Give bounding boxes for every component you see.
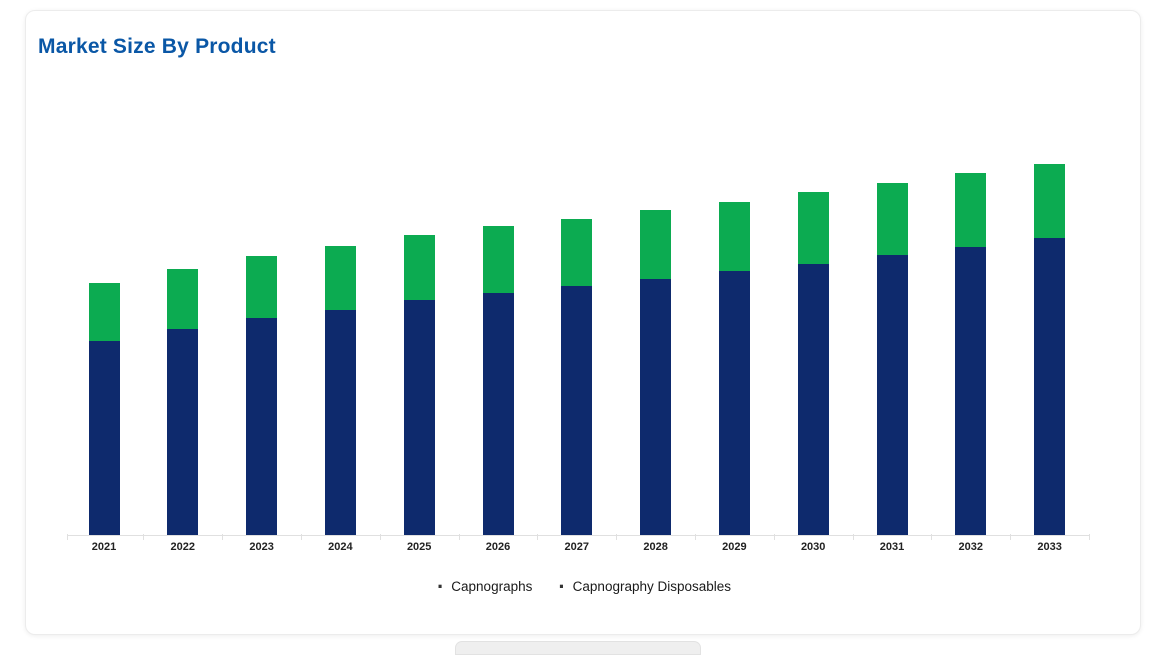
- bar-capnography-disposables-2028[interactable]: [640, 210, 672, 279]
- bar-capnographs-2023[interactable]: [246, 318, 278, 535]
- x-axis-label-2028: 2028: [643, 541, 668, 553]
- x-axis-label-2029: 2029: [722, 541, 747, 553]
- bar-capnographs-2024[interactable]: [324, 310, 356, 535]
- x-axis-tick: [301, 534, 302, 540]
- bar-capnography-disposables-2031[interactable]: [876, 183, 908, 255]
- legend-bullet-icon: ·: [558, 573, 566, 599]
- x-axis-tick: [67, 534, 68, 540]
- legend-label: Capnographs: [451, 579, 533, 594]
- bar-capnographs-2033[interactable]: [1034, 238, 1066, 535]
- x-axis-label-2031: 2031: [879, 541, 905, 553]
- x-axis-tick: [222, 534, 224, 540]
- x-axis-label-2032: 2032: [958, 541, 984, 553]
- bar-capnographs-2032[interactable]: [955, 247, 987, 535]
- bar-capnographs-2029[interactable]: [718, 271, 750, 535]
- legend-label: Capnography Disposables: [572, 579, 732, 594]
- x-axis-tick: [695, 534, 696, 540]
- legend-item-capnographs[interactable]: · Capnographs: [436, 573, 533, 599]
- chart-card: Market Size By Product 2021 2022 2023 2024 2…: [25, 10, 1141, 635]
- x-axis-tick: [1089, 534, 1090, 540]
- x-axis-label-2021: 2021: [91, 541, 117, 553]
- bar-capnographs-2026[interactable]: [482, 293, 514, 535]
- chart-legend: · Capnographs · Capnography Disposables: [26, 573, 1142, 599]
- bar-capnographs-2030[interactable]: [797, 264, 829, 535]
- bar-capnography-disposables-2030[interactable]: [797, 192, 829, 264]
- bar-capnographs-2028[interactable]: [640, 279, 672, 535]
- bar-capnography-disposables-2032[interactable]: [955, 173, 987, 247]
- x-axis-tick: [616, 534, 618, 540]
- x-axis-label-2033: 2033: [1037, 541, 1062, 553]
- x-axis-label-2030: 2030: [800, 541, 826, 553]
- bar-capnography-disposables-2023[interactable]: [246, 256, 278, 318]
- x-axis-tick: [379, 534, 381, 540]
- bar-capnography-disposables-2026[interactable]: [482, 226, 514, 293]
- bar-capnography-disposables-2027[interactable]: [561, 219, 593, 286]
- bar-capnography-disposables-2029[interactable]: [718, 202, 750, 271]
- x-axis-tick: [852, 534, 854, 540]
- x-axis-label-2025: 2025: [406, 541, 432, 553]
- x-axis-tick: [143, 534, 145, 540]
- bar-capnographs-2031[interactable]: [876, 255, 908, 535]
- legend-item-capnography-disposables[interactable]: · Capnography Disposables: [558, 573, 732, 599]
- x-axis-tick: [773, 534, 775, 540]
- x-axis-tick: [537, 534, 539, 540]
- bar-capnography-disposables-2022[interactable]: [167, 269, 199, 329]
- x-axis-label-2024: 2024: [328, 541, 353, 553]
- bar-capnography-disposables-2021[interactable]: [88, 283, 120, 341]
- stacked-bar-plot: 2021 2022 2023 2024 2025 2026 2027 2028 2029 2030…: [26, 11, 1142, 636]
- x-axis-tick: [458, 534, 460, 540]
- chart-title: Market Size By Product: [38, 35, 276, 58]
- x-axis-label-2023: 2023: [249, 541, 274, 553]
- bar-capnography-disposables-2033[interactable]: [1034, 164, 1066, 238]
- bar-capnography-disposables-2025[interactable]: [403, 235, 435, 300]
- x-axis-line: [67, 535, 1089, 536]
- x-axis-label-2022: 2022: [170, 541, 196, 553]
- bar-capnographs-2022[interactable]: [167, 329, 199, 535]
- bar-capnographs-2025[interactable]: [403, 300, 435, 535]
- bottom-partial-element[interactable]: [455, 641, 701, 655]
- bar-capnography-disposables-2024[interactable]: [324, 246, 356, 310]
- x-axis-tick: [1010, 534, 1012, 540]
- x-axis-label-2026: 2026: [485, 541, 511, 553]
- x-axis-tick: [931, 534, 933, 540]
- legend-bullet-icon: ·: [436, 573, 445, 599]
- x-axis-label-2027: 2027: [564, 541, 590, 553]
- bar-capnographs-2027[interactable]: [561, 286, 593, 535]
- bar-capnographs-2021[interactable]: [88, 341, 120, 535]
